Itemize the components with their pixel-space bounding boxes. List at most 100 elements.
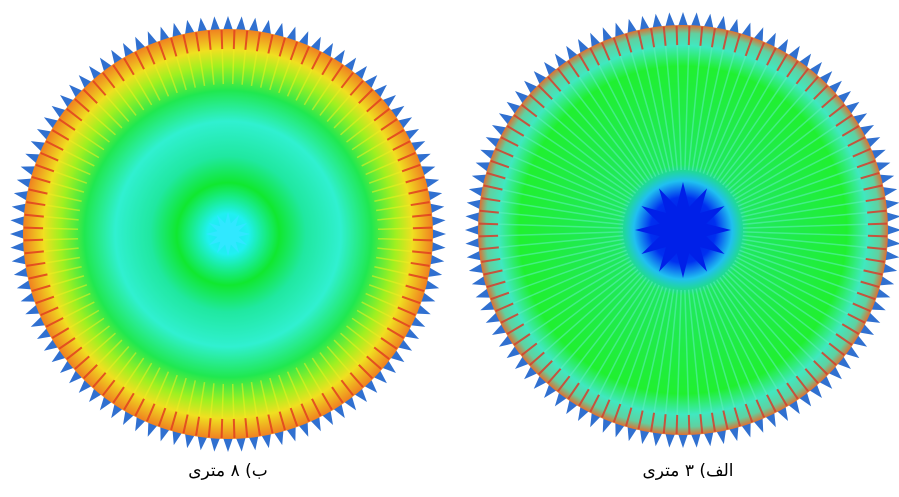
streak: [579, 281, 654, 406]
rim-streak: [521, 342, 538, 356]
streak: [482, 238, 624, 263]
rim-streak: [479, 222, 499, 226]
rim-streak: [123, 392, 135, 411]
rim-streak: [860, 172, 880, 180]
streak: [548, 77, 644, 186]
streak: [514, 263, 634, 345]
rim-streak: [289, 407, 299, 427]
rim-streak: [867, 246, 887, 251]
streak: [740, 246, 879, 288]
rim-streak: [479, 246, 499, 251]
streak: [496, 253, 629, 312]
rim-streak: [804, 76, 819, 92]
rim-streak: [557, 68, 571, 85]
streak: [530, 269, 639, 365]
rim-streak: [755, 399, 765, 418]
rim-streak: [529, 94, 545, 109]
rim-streak: [397, 152, 416, 162]
rim-streak: [405, 284, 425, 292]
rim-streak: [74, 98, 90, 113]
rim-streak: [45, 317, 64, 328]
rim-streak: [112, 386, 125, 404]
rim-streak: [500, 313, 519, 324]
rim-streak: [244, 30, 249, 50]
rim-spike: [60, 95, 78, 112]
rim-streak: [804, 368, 819, 384]
rim-streak: [722, 30, 729, 50]
streak: [568, 61, 650, 181]
rim-streak: [51, 327, 70, 339]
rim-streak: [479, 234, 499, 238]
rim-streak: [625, 33, 633, 53]
rim-streak: [408, 273, 428, 280]
streak: [729, 266, 844, 356]
rim-spike: [369, 84, 387, 102]
streak: [732, 263, 852, 345]
rim-streak: [612, 37, 622, 57]
rim-streak: [856, 291, 876, 301]
rim-streak: [401, 295, 421, 305]
streak: [736, 137, 865, 204]
streak: [557, 69, 647, 184]
rim-streak: [373, 346, 390, 360]
rim-spike: [524, 80, 542, 98]
streak: [709, 48, 776, 177]
rim-streak: [662, 414, 667, 434]
rim-streak: [490, 159, 510, 169]
streak: [480, 231, 624, 238]
rim-streak: [195, 416, 201, 436]
streak: [732, 115, 852, 197]
streak: [691, 29, 716, 171]
rim-streak: [863, 184, 883, 191]
rim-streak: [182, 34, 189, 54]
streak: [625, 287, 667, 426]
rim-streak: [157, 407, 167, 427]
rim-streak: [687, 26, 691, 46]
streak: [687, 289, 703, 433]
rim-streak: [744, 37, 754, 57]
rim-streak: [102, 72, 116, 89]
rim-streak: [405, 176, 425, 184]
rim-streak: [157, 41, 167, 61]
rim-streak: [26, 261, 46, 267]
rim-spike: [360, 75, 378, 93]
rim-spike: [378, 356, 396, 373]
rim-streak: [835, 333, 853, 346]
rim-streak: [521, 104, 538, 118]
rim-streak: [483, 184, 503, 191]
rim-spike: [533, 371, 551, 389]
streak: [579, 54, 654, 179]
rim-streak: [366, 355, 382, 370]
rim-streak: [847, 313, 866, 324]
streak: [699, 34, 741, 173]
rim-streak: [366, 98, 382, 113]
rim-streak: [490, 291, 510, 301]
rim-streak: [24, 250, 44, 255]
rim-streak: [821, 351, 837, 366]
streak: [729, 104, 844, 194]
rim-spike: [350, 384, 367, 402]
rim-streak: [207, 418, 212, 438]
rim-streak: [83, 89, 98, 104]
streak: [601, 284, 660, 417]
streak: [650, 29, 675, 171]
rim-streak: [567, 382, 580, 400]
rim-spike: [533, 71, 551, 89]
streak: [663, 27, 679, 171]
rim-streak: [373, 108, 390, 122]
streak: [675, 27, 682, 171]
streak: [613, 38, 664, 174]
rim-streak: [340, 379, 354, 396]
rim-streak: [538, 360, 553, 375]
rim-streak: [244, 418, 249, 438]
rim-streak: [66, 108, 83, 122]
rim-streak: [841, 125, 860, 137]
streak: [691, 289, 716, 431]
streak: [650, 289, 675, 431]
streak: [719, 276, 809, 391]
rim-streak: [40, 306, 59, 316]
streak: [716, 279, 798, 399]
rim-streak: [31, 176, 51, 184]
rim-streak: [662, 26, 667, 46]
